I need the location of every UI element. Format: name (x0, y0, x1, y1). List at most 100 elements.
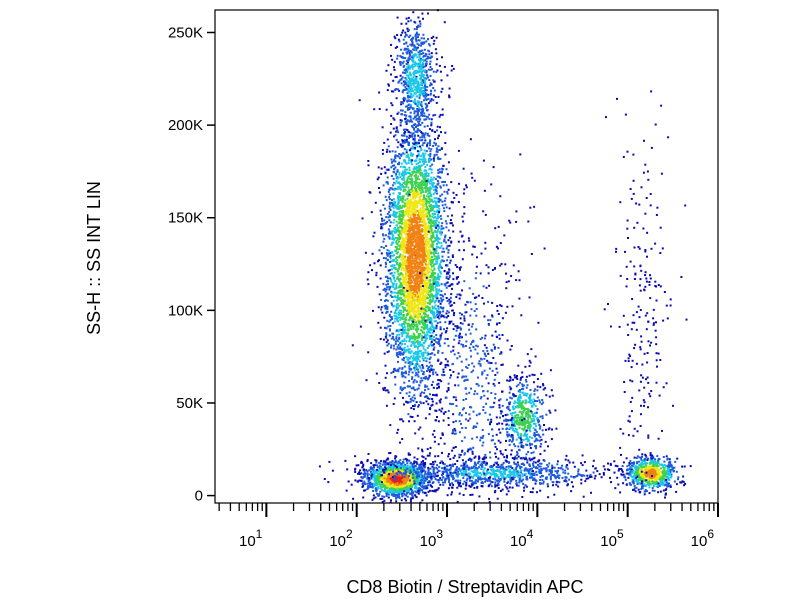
data-point (391, 251, 393, 254)
data-point (401, 56, 404, 58)
data-point (434, 200, 437, 203)
data-point (420, 326, 423, 329)
data-point (404, 331, 407, 334)
data-point (407, 233, 410, 235)
data-point (398, 238, 401, 240)
data-point (411, 285, 414, 287)
data-point (409, 242, 412, 245)
data-point (419, 392, 422, 395)
data-point (412, 65, 415, 68)
data-point (409, 326, 412, 329)
data-point (433, 276, 436, 279)
data-point (399, 62, 402, 65)
data-point (367, 351, 370, 354)
data-point (396, 259, 399, 262)
data-point (402, 388, 404, 391)
data-point (431, 222, 434, 225)
data-point (422, 90, 425, 93)
data-point (418, 310, 421, 313)
data-point (442, 184, 445, 187)
data-point (398, 186, 401, 189)
data-point (443, 283, 446, 286)
data-point (416, 88, 419, 91)
data-point (438, 241, 440, 244)
data-point (398, 248, 401, 250)
data-point (445, 247, 448, 250)
data-point (396, 169, 399, 172)
data-point (416, 363, 419, 366)
data-point (408, 370, 411, 373)
data-point (418, 74, 421, 77)
data-point (411, 179, 414, 182)
data-point (408, 302, 411, 305)
data-point (434, 178, 437, 181)
data-point (438, 343, 441, 345)
data-point (403, 69, 406, 72)
data-point (439, 186, 442, 189)
data-point (438, 299, 441, 302)
data-point (395, 75, 398, 78)
data-point (409, 94, 412, 97)
data-point (385, 216, 388, 219)
data-point (398, 304, 401, 307)
data-point (444, 234, 447, 237)
data-point (408, 87, 411, 89)
data-point (428, 53, 431, 56)
data-point (432, 87, 435, 89)
data-point (378, 91, 381, 94)
data-point (424, 82, 427, 85)
data-point (407, 265, 410, 268)
data-point (428, 201, 431, 204)
data-point (407, 241, 410, 244)
data-point (443, 328, 445, 331)
data-point (417, 283, 420, 286)
data-point (428, 368, 430, 371)
data-point (413, 231, 416, 233)
data-point (420, 236, 423, 239)
data-point (426, 282, 429, 284)
data-point (421, 301, 424, 304)
data-point (423, 294, 426, 297)
data-point (415, 31, 418, 34)
data-point (409, 351, 412, 354)
data-point (386, 344, 389, 347)
data-point (421, 132, 424, 135)
data-point (416, 307, 419, 310)
data-point (424, 139, 427, 142)
data-point (390, 316, 393, 319)
data-point (433, 272, 436, 275)
data-point (432, 371, 434, 374)
data-point (399, 79, 402, 82)
data-point (399, 183, 402, 186)
data-point (388, 252, 390, 255)
data-point (439, 157, 442, 160)
data-point (439, 126, 441, 129)
data-point (403, 141, 406, 144)
data-point (393, 164, 396, 167)
data-point (413, 293, 416, 296)
data-point (445, 312, 448, 315)
data-point (438, 115, 441, 118)
data-point (402, 170, 405, 173)
data-point (429, 66, 432, 68)
data-point (413, 207, 416, 210)
data-point (395, 305, 398, 308)
data-point (398, 213, 401, 216)
data-point (423, 273, 426, 276)
data-point (422, 355, 425, 357)
data-point (383, 166, 386, 169)
data-point (431, 299, 434, 302)
data-point (426, 397, 429, 400)
data-point (403, 64, 406, 67)
data-point (408, 246, 410, 249)
data-point (428, 198, 431, 201)
data-point (393, 276, 395, 279)
data-point (393, 344, 395, 347)
data-point (398, 221, 401, 224)
data-point (415, 49, 418, 52)
data-point (408, 240, 411, 243)
data-point (384, 261, 387, 264)
data-point (417, 232, 419, 235)
data-point (405, 88, 408, 91)
data-point (440, 225, 443, 228)
